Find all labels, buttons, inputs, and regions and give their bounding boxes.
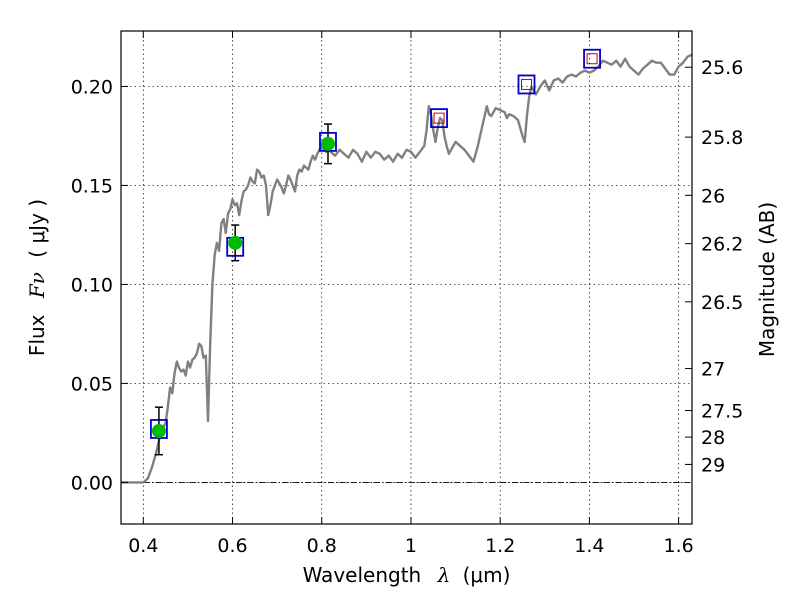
- ticks-group: 0.4 0.6 0.8 1 1.2 1.4 1.6 0.00 0.05 0.10 0.15 0.20 2…: [71, 31, 743, 557]
- plot-frame: [120, 30, 693, 525]
- y-tick-label: 0.00: [71, 472, 113, 494]
- y-tick-label: 0.20: [71, 76, 113, 98]
- x-tick-label: 0.8: [307, 535, 337, 557]
- y-tick-label: 0.05: [71, 373, 113, 395]
- magnitude-tick-label: 25.6: [701, 57, 743, 79]
- x-tick-label: 0.4: [128, 535, 158, 557]
- spectrum-line: [121, 53, 693, 484]
- y-tick-label: 0.15: [71, 175, 113, 197]
- x-tick-label: 1.4: [574, 535, 604, 557]
- predicted-inner-marker: [433, 112, 445, 124]
- y-axis-label: Flux Fν ( μJy ): [25, 199, 49, 356]
- y2-axis-label: Magnitude (AB): [755, 202, 779, 357]
- observed-point: [151, 423, 166, 438]
- magnitude-tick-label: 26.5: [701, 292, 743, 314]
- magnitude-tick-label: 28: [701, 427, 725, 449]
- x-axis-label-lambda: λ: [437, 563, 451, 587]
- observed-point: [228, 235, 243, 250]
- y-axis-label-symbol: Fν: [25, 272, 49, 299]
- magnitude-tick-label: 26: [701, 185, 725, 207]
- points-group: [150, 48, 601, 456]
- x-axis-label-unit: (μm): [463, 563, 511, 587]
- x-tick-label: 0.6: [217, 535, 247, 557]
- predicted-inner-marker: [520, 78, 532, 90]
- x-axis-label-prefix: Wavelength: [303, 563, 422, 587]
- observed-point: [320, 136, 335, 151]
- magnitude-tick-label: 27.5: [701, 401, 743, 423]
- predicted-box-marker: [583, 48, 601, 69]
- predicted-box-marker: [517, 74, 536, 95]
- magnitude-tick-label: 26.2: [701, 234, 743, 256]
- grid: [121, 31, 692, 524]
- y-axis-label-unit: ( μJy ): [25, 199, 49, 258]
- predicted-box-marker: [430, 108, 448, 129]
- predicted-inner-marker: [586, 53, 598, 65]
- magnitude-tick-label: 29: [701, 454, 725, 476]
- x-tick-label: 1.6: [664, 535, 694, 557]
- y-axis-label-prefix: Flux: [25, 314, 49, 356]
- magnitude-tick-label: 27: [701, 359, 725, 381]
- x-tick-label: 1.2: [485, 535, 515, 557]
- x-axis-label: Wavelength λ (μm): [303, 563, 511, 587]
- magnitude-tick-label: 25.8: [701, 127, 743, 149]
- series-group: [121, 53, 693, 484]
- x-tick-label: 1: [405, 535, 417, 557]
- y-tick-label: 0.10: [71, 274, 113, 296]
